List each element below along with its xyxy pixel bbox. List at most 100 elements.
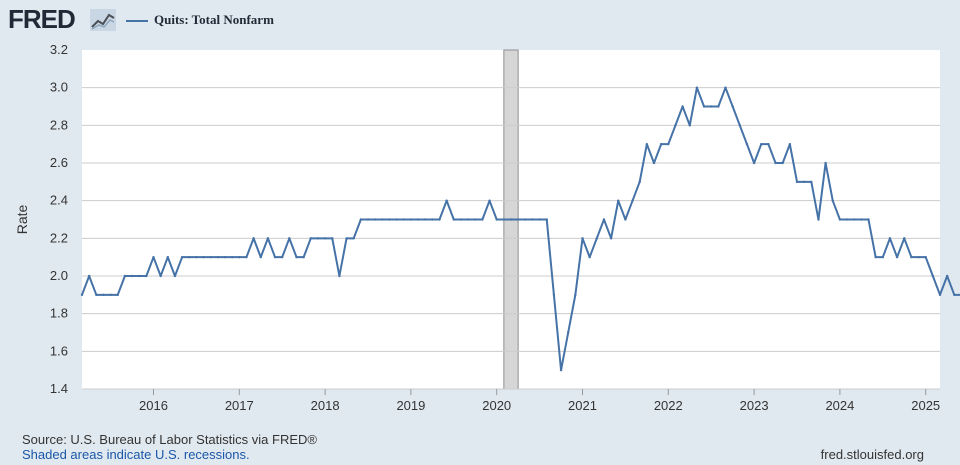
data-point bbox=[609, 237, 613, 240]
y-tick-label: 2.2 bbox=[50, 230, 68, 245]
data-point bbox=[602, 218, 606, 221]
data-point bbox=[595, 237, 598, 240]
data-point bbox=[931, 274, 935, 278]
data-point bbox=[752, 161, 756, 165]
data-point bbox=[817, 218, 820, 221]
data-point bbox=[130, 274, 134, 278]
series-layer bbox=[80, 86, 960, 372]
data-point bbox=[631, 199, 634, 202]
data-point bbox=[152, 255, 155, 259]
data-point bbox=[717, 105, 720, 108]
data-point bbox=[581, 237, 584, 240]
data-point bbox=[516, 218, 520, 221]
data-point bbox=[424, 218, 427, 221]
data-point bbox=[295, 255, 298, 259]
data-point bbox=[695, 86, 699, 89]
x-tick-label: 2020 bbox=[482, 398, 511, 413]
data-point bbox=[481, 218, 484, 221]
data-point bbox=[810, 180, 813, 184]
data-point bbox=[938, 293, 942, 297]
data-point bbox=[867, 218, 870, 221]
data-point bbox=[903, 237, 906, 240]
x-tick-label: 2018 bbox=[311, 398, 340, 413]
x-tick-label: 2021 bbox=[568, 398, 597, 413]
data-point bbox=[373, 218, 377, 221]
data-point bbox=[538, 218, 541, 221]
data-point bbox=[195, 255, 198, 259]
data-point bbox=[831, 199, 834, 202]
data-point bbox=[452, 218, 455, 221]
data-point bbox=[302, 255, 305, 259]
data-point bbox=[316, 237, 320, 240]
data-point bbox=[588, 255, 591, 259]
data-point bbox=[881, 255, 884, 259]
data-point bbox=[710, 105, 713, 108]
x-tick-label: 2025 bbox=[911, 398, 940, 413]
data-point bbox=[245, 255, 248, 259]
data-point bbox=[466, 218, 470, 221]
data-point bbox=[159, 274, 162, 278]
data-point bbox=[474, 218, 477, 221]
data-point bbox=[109, 293, 112, 297]
data-point bbox=[724, 86, 727, 89]
data-point bbox=[409, 218, 413, 221]
fred-logo[interactable]: FRED bbox=[8, 4, 76, 34]
site-url[interactable]: fred.stlouisfed.org bbox=[820, 447, 924, 462]
data-point bbox=[738, 124, 741, 127]
data-point bbox=[645, 142, 649, 146]
data-point bbox=[945, 274, 949, 278]
x-tick-label: 2022 bbox=[654, 398, 683, 413]
data-point bbox=[359, 218, 363, 221]
data-point bbox=[259, 255, 262, 259]
y-axis-label: Rate bbox=[14, 205, 30, 235]
x-tick-label: 2023 bbox=[740, 398, 769, 413]
data-point bbox=[502, 218, 506, 221]
data-point bbox=[860, 218, 863, 221]
data-point bbox=[895, 255, 899, 259]
x-tick-label: 2024 bbox=[825, 398, 854, 413]
data-point bbox=[488, 199, 491, 202]
data-point bbox=[767, 142, 770, 146]
data-point bbox=[731, 105, 734, 108]
data-point bbox=[917, 255, 920, 259]
y-tick-label: 2.0 bbox=[50, 268, 68, 283]
legend-label[interactable]: Quits: Total Nonfarm bbox=[154, 12, 274, 27]
trend-chart-icon bbox=[90, 9, 116, 31]
y-tick-label: 1.6 bbox=[50, 343, 68, 358]
data-point bbox=[531, 218, 534, 221]
data-point bbox=[395, 218, 398, 221]
data-point bbox=[281, 255, 284, 259]
data-point bbox=[681, 105, 684, 108]
data-point bbox=[309, 237, 312, 240]
data-point bbox=[402, 218, 405, 221]
data-point bbox=[180, 255, 184, 259]
data-point bbox=[788, 142, 792, 146]
data-point bbox=[338, 274, 341, 278]
data-point bbox=[509, 218, 513, 221]
data-point bbox=[87, 274, 91, 278]
data-point bbox=[116, 293, 119, 297]
data-point bbox=[216, 255, 220, 259]
data-point bbox=[659, 142, 663, 146]
y-tick-label: 2.4 bbox=[50, 193, 68, 208]
data-point bbox=[381, 218, 384, 221]
source-note: Source: U.S. Bureau of Labor Statistics … bbox=[22, 432, 317, 447]
data-point bbox=[266, 237, 270, 240]
data-point bbox=[145, 274, 148, 278]
data-point bbox=[774, 161, 777, 165]
y-tick-label: 2.8 bbox=[50, 117, 68, 132]
data-point bbox=[688, 124, 691, 127]
data-point bbox=[288, 237, 291, 240]
data-point bbox=[166, 255, 169, 259]
x-axis-ticks: 2016 2017 2018 2019 2020 2021 2022 2023 2024 2025 bbox=[139, 389, 940, 413]
data-point bbox=[95, 293, 98, 297]
y-tick-label: 1.4 bbox=[50, 381, 68, 396]
data-point bbox=[760, 142, 763, 146]
recession-note[interactable]: Shaded areas indicate U.S. recessions. bbox=[22, 447, 250, 462]
data-point bbox=[924, 255, 927, 259]
y-tick-label: 3.2 bbox=[50, 42, 68, 57]
data-point bbox=[845, 218, 849, 221]
y-tick-label: 3.0 bbox=[50, 80, 68, 95]
data-point bbox=[652, 161, 656, 165]
x-tick-label: 2019 bbox=[396, 398, 425, 413]
